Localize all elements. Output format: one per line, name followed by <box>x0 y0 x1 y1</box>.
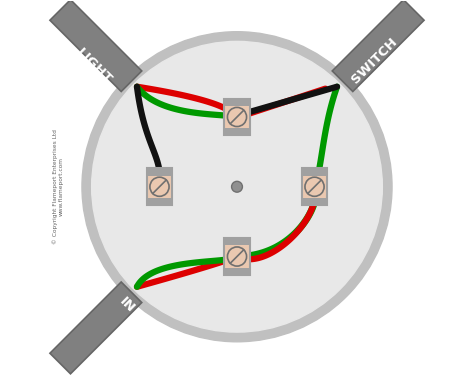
Circle shape <box>305 177 324 196</box>
Bar <box>147 168 172 205</box>
Text: LIGHT: LIGHT <box>73 46 114 87</box>
Bar <box>302 168 327 205</box>
Text: IN: IN <box>116 295 137 315</box>
FancyBboxPatch shape <box>332 0 424 91</box>
Bar <box>147 198 172 205</box>
Text: © Copyright Flameport Enterprises Ltd
www.flameport.com: © Copyright Flameport Enterprises Ltd ww… <box>52 129 64 244</box>
Bar <box>147 168 172 176</box>
FancyBboxPatch shape <box>50 0 142 91</box>
Circle shape <box>232 181 242 192</box>
Bar <box>224 128 250 135</box>
Circle shape <box>228 107 246 126</box>
Bar <box>224 98 250 106</box>
Bar <box>302 198 327 205</box>
Bar <box>224 238 250 275</box>
FancyBboxPatch shape <box>50 282 142 374</box>
Bar <box>302 168 327 176</box>
Bar <box>224 238 250 245</box>
Circle shape <box>82 32 392 342</box>
Text: SWITCH: SWITCH <box>349 35 400 86</box>
Circle shape <box>228 247 246 266</box>
Bar <box>224 98 250 135</box>
Circle shape <box>91 41 383 332</box>
Bar <box>224 268 250 275</box>
Circle shape <box>150 177 169 196</box>
